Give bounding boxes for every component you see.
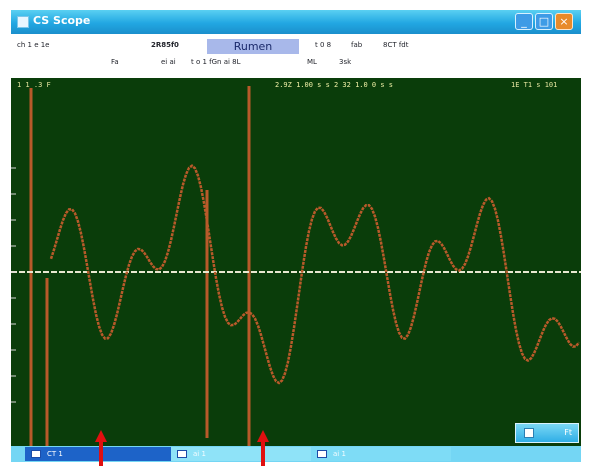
taskbar: CT 1 ai 1 ai 1 — [11, 446, 581, 462]
taskbar-tab-2-label: ai 1 — [193, 450, 206, 458]
capture-icon — [524, 428, 534, 438]
param-2: fab — [351, 41, 363, 49]
row2-field-3: t o 1 fGn ai 8L — [191, 58, 241, 66]
taskbar-tab-3[interactable]: ai 1 — [311, 447, 451, 461]
annotation-arrow-right — [257, 430, 269, 466]
scope-window: CS Scope _ □ × ch 1 e 1e 2R85f0 Rumen t … — [11, 10, 581, 462]
setting-label: 2R85f0 — [151, 41, 179, 49]
taskbar-tab-1[interactable]: CT 1 — [25, 447, 171, 461]
row2-field-5: 3sk — [339, 58, 352, 66]
window-icon — [177, 450, 187, 458]
row2-field-2: ei ai — [161, 58, 176, 66]
param-1: t 0 8 — [315, 41, 332, 49]
annotation-arrow-left — [95, 430, 107, 466]
mode-badge[interactable]: Rumen — [207, 39, 299, 54]
maximize-button[interactable]: □ — [535, 13, 553, 30]
window-title: CS Scope — [33, 14, 91, 27]
timebase-readout: 2.9Z 1.00 s s 2 32 1.0 0 s s — [275, 81, 394, 89]
top-right-readout: 1E T1 s 101 — [511, 81, 558, 89]
capture-button-label: Ft — [564, 428, 572, 437]
channel-info: ch 1 e 1e — [17, 41, 50, 49]
info-panel: ch 1 e 1e 2R85f0 Rumen t 0 8 fab 8CT fdt… — [11, 34, 581, 78]
taskbar-tab-3-label: ai 1 — [333, 450, 346, 458]
top-left-readout: 1 1 .3 F — [17, 81, 51, 89]
title-bar[interactable]: CS Scope _ □ × — [11, 10, 581, 34]
app-icon — [17, 16, 29, 28]
taskbar-tab-1-label: CT 1 — [47, 450, 63, 458]
window-icon — [31, 450, 41, 458]
row2-field-1: Fa — [111, 58, 119, 66]
minimize-button[interactable]: _ — [515, 13, 533, 30]
param-3: 8CT fdt — [383, 41, 409, 49]
row2-field-4: ML — [307, 58, 317, 66]
waveform-canvas — [11, 86, 581, 446]
waveform-plot[interactable]: 1 1 .3 F 2.9Z 1.00 s s 2 32 1.0 0 s s 1E… — [11, 78, 581, 446]
taskbar-tab-2[interactable]: ai 1 — [171, 447, 311, 461]
capture-button[interactable]: Ft — [515, 423, 579, 443]
window-icon — [317, 450, 327, 458]
close-button[interactable]: × — [555, 13, 573, 30]
waveform-trace — [49, 164, 580, 385]
